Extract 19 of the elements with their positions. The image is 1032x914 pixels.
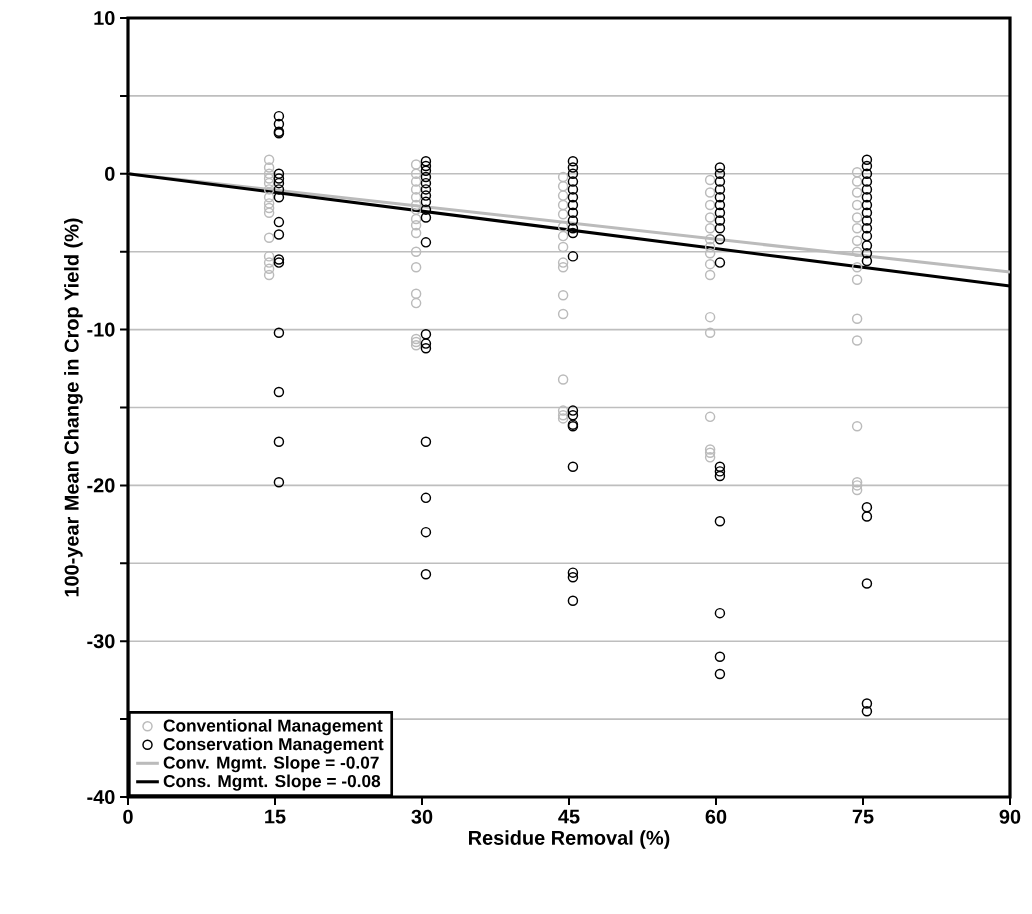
legend-label: Conservation Management bbox=[163, 737, 384, 754]
x-tick-label: 30 bbox=[411, 809, 433, 824]
y-tick-label: -20 bbox=[87, 478, 115, 493]
x-tick-label: 0 bbox=[123, 809, 133, 824]
x-tick-label: 75 bbox=[852, 809, 874, 824]
legend-label: Conv. Mgmt. Slope = -0.07 bbox=[163, 756, 379, 773]
legend-label: Cons. Mgmt. Slope = -0.08 bbox=[163, 774, 381, 791]
y-tick-label: -40 bbox=[87, 789, 115, 805]
y-axis-title: 100-year Mean Change in Crop Yield (%) bbox=[64, 218, 83, 597]
x-tick-label: 60 bbox=[705, 809, 727, 824]
y-tick-label: 0 bbox=[105, 166, 115, 181]
legend-label: Conventional Management bbox=[163, 719, 383, 736]
x-tick-label: 15 bbox=[265, 809, 286, 824]
y-tick-label: 10 bbox=[94, 10, 115, 26]
y-tick-label: -30 bbox=[87, 634, 115, 649]
x-axis-title: Residue Removal (%) bbox=[469, 830, 670, 849]
x-tick-label: 90 bbox=[999, 809, 1021, 824]
x-tick-label: 45 bbox=[558, 809, 580, 824]
y-tick-label: -10 bbox=[87, 322, 115, 337]
